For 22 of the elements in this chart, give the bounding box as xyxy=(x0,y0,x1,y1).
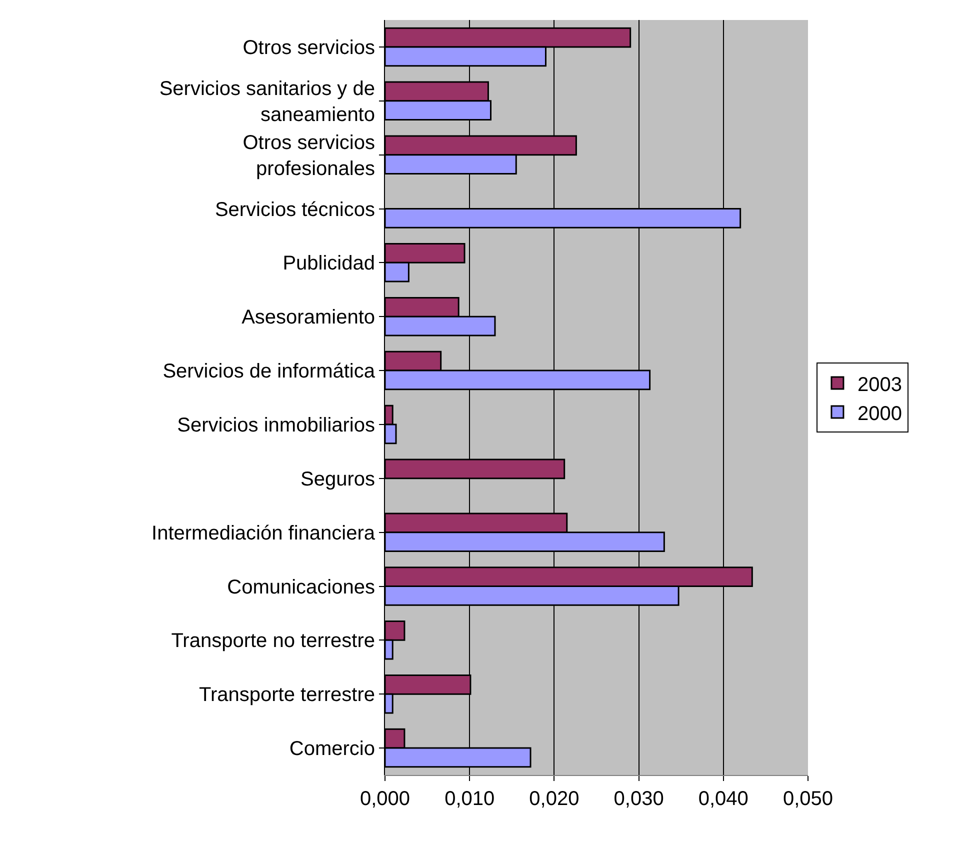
y-tick-label: Servicios de informática xyxy=(162,360,376,383)
y-tick-label: Servicios sanitarios y de saneamiento xyxy=(159,78,375,126)
y-tick-label: Comercio xyxy=(289,738,375,760)
y-tick-label: Servicios inmobiliarios xyxy=(177,414,375,436)
y-tick-label: Servicios técnicos xyxy=(214,198,375,221)
y-tick-label: Seguros xyxy=(300,468,375,490)
x-tick-label: 0,010 xyxy=(444,788,495,810)
legend-label: 2000 xyxy=(857,402,902,425)
x-tick-label: 0,040 xyxy=(698,788,748,810)
x-tick-label: 0,030 xyxy=(614,788,664,810)
y-tick-label: Transporte terrestre xyxy=(199,684,375,706)
y-tick-label: Otros servicios profesionales xyxy=(242,132,375,180)
x-tick-label: 0,000 xyxy=(360,788,410,810)
x-tick-label: 0,020 xyxy=(529,788,580,810)
y-tick-label: Publicidad xyxy=(282,252,375,275)
x-tick-label: 0,050 xyxy=(782,788,834,810)
y-tick-label: Intermediación financiera xyxy=(152,522,376,544)
y-tick-label: Transporte no terrestre xyxy=(171,630,375,652)
legend-label: 2003 xyxy=(857,374,902,396)
y-tick-label: Otros servicios xyxy=(242,36,375,59)
y-tick-label: Comunicaciones xyxy=(227,576,375,598)
y-tick-label: Asesoramiento xyxy=(242,306,375,329)
